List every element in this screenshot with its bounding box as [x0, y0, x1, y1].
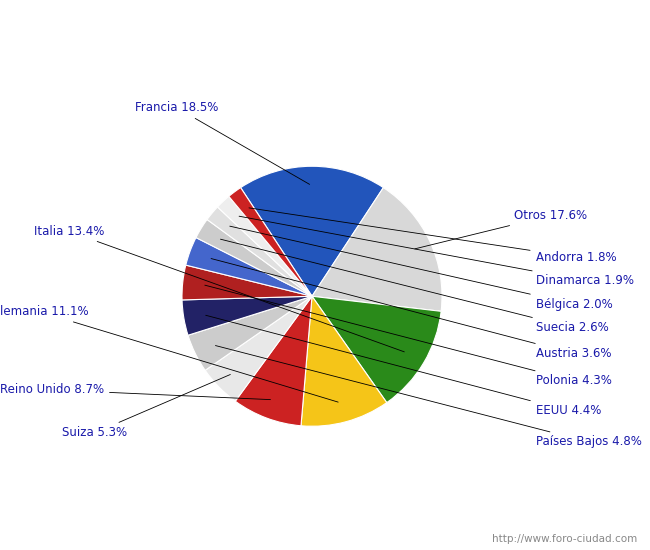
Wedge shape [240, 166, 384, 296]
Text: http://www.foro-ciudad.com: http://www.foro-ciudad.com [492, 535, 637, 544]
Text: Dinamarca 1.9%: Dinamarca 1.9% [239, 216, 634, 287]
Text: Andorra 1.8%: Andorra 1.8% [249, 208, 616, 264]
Text: Países Bajos 4.8%: Países Bajos 4.8% [215, 345, 642, 448]
Wedge shape [186, 238, 312, 296]
Wedge shape [218, 196, 312, 296]
Text: Suiza 5.3%: Suiza 5.3% [62, 375, 230, 439]
Wedge shape [188, 296, 312, 370]
Text: Otros 17.6%: Otros 17.6% [415, 209, 586, 249]
Wedge shape [229, 188, 312, 296]
Text: Arenys de Mar - Turistas extranjeros según país - Abril de 2024: Arenys de Mar - Turistas extranjeros seg… [38, 15, 612, 31]
Wedge shape [301, 296, 387, 426]
Text: Bélgica 2.0%: Bélgica 2.0% [230, 226, 612, 311]
Wedge shape [312, 188, 442, 311]
Wedge shape [182, 296, 312, 336]
Text: Italia 13.4%: Italia 13.4% [34, 225, 404, 352]
Text: Francia 18.5%: Francia 18.5% [135, 101, 309, 184]
Wedge shape [235, 296, 312, 426]
Text: Suecia 2.6%: Suecia 2.6% [220, 239, 608, 334]
Text: Reino Unido 8.7%: Reino Unido 8.7% [0, 383, 270, 400]
Wedge shape [182, 265, 312, 300]
Text: Polonia 4.3%: Polonia 4.3% [205, 285, 612, 387]
Wedge shape [312, 296, 441, 403]
Wedge shape [205, 296, 312, 401]
Text: Austria 3.6%: Austria 3.6% [211, 258, 611, 360]
Text: EEUU 4.4%: EEUU 4.4% [205, 315, 601, 417]
Wedge shape [207, 207, 312, 296]
Text: Alemania 11.1%: Alemania 11.1% [0, 305, 338, 402]
Wedge shape [196, 219, 312, 296]
